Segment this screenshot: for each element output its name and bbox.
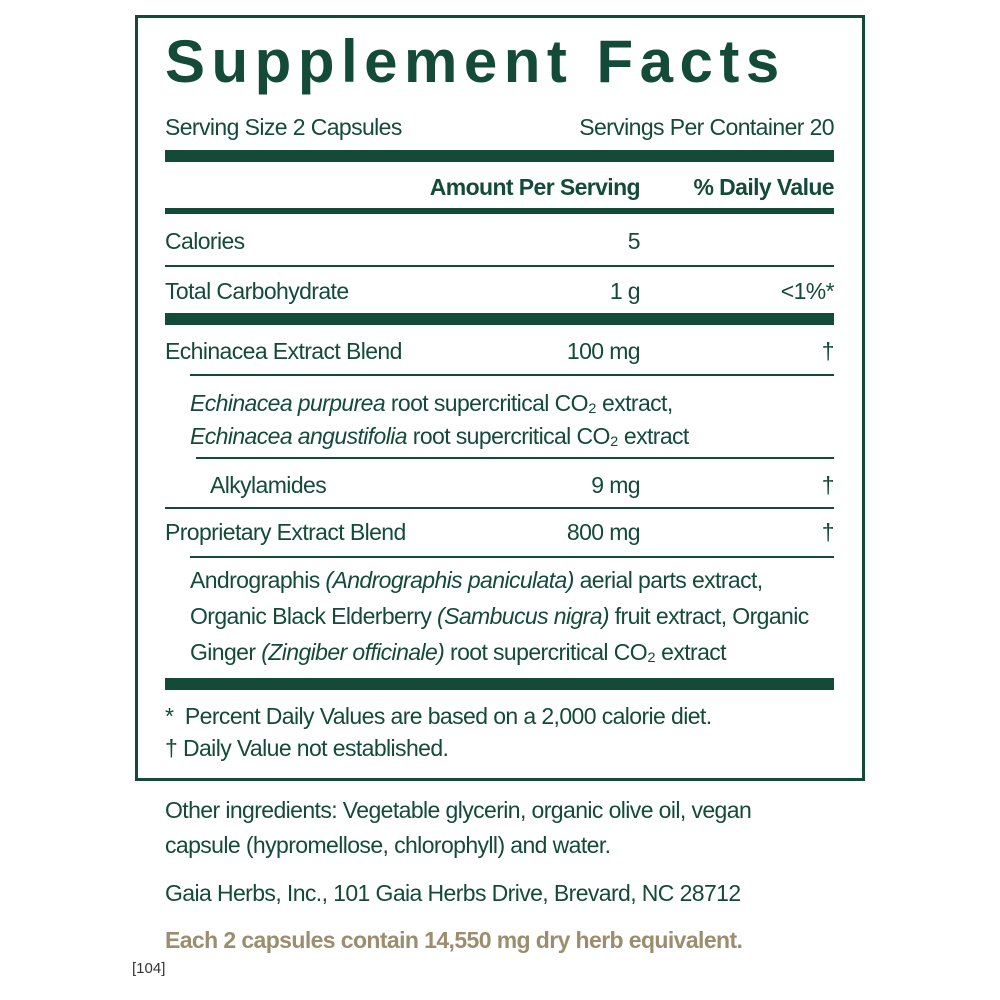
divider-thin [165,265,834,267]
divider-medium [165,208,834,214]
footnote-daily-values: * Percent Daily Values are based on a 2,… [165,703,712,729]
nutrient-amount: 100 mg [566,338,641,364]
nutrient-name: Proprietary Extract Blend [165,519,406,545]
header-daily-value: % Daily Value [693,174,835,200]
nutrient-dv: † [821,472,835,498]
servings-per-container: Servings Per Container 20 [579,114,834,140]
ingredient-line: Andrographis (Andrographis paniculata) a… [190,567,763,593]
divider-thick [165,313,834,325]
nutrient-amount: 800 mg [566,519,641,545]
divider-thick [165,150,834,162]
nutrient-name: Alkylamides [210,472,327,498]
nutrient-dv: † [821,338,835,364]
nutrient-dv: † [821,519,835,545]
serving-size: Serving Size 2 Capsules [165,114,402,140]
ingredient-line: Organic Black Elderberry (Sambucus nigra… [190,603,809,629]
dry-herb-note: Each 2 capsules contain 14,550 mg dry he… [165,927,743,953]
footnote-dagger: † Daily Value not established. [165,735,449,761]
nutrient-name: Total Carbohydrate [165,278,349,304]
divider-thin [165,507,834,509]
label-code: [104] [132,960,166,977]
ingredient-line: Echinacea angustifolia root supercritica… [190,423,689,449]
nutrient-amount: 9 mg [591,472,640,498]
divider-thin [196,457,834,459]
supplement-facts-panel [135,15,865,781]
nutrient-name: Calories [165,228,245,254]
panel-title: Supplement Facts [165,28,786,95]
header-amount: Amount Per Serving [429,174,641,200]
divider-thick [165,678,834,690]
ingredient-line: Echinacea purpurea root supercritical CO… [190,390,673,416]
nutrient-dv: <1%* [780,278,835,304]
ingredient-line: Ginger (Zingiber officinale) root superc… [190,639,727,665]
nutrient-name: Echinacea Extract Blend [165,338,402,364]
nutrient-amount: 1 g [609,278,641,304]
divider-thin [190,556,834,558]
nutrient-amount: 5 [627,228,641,254]
divider-thin [190,374,834,376]
other-ingredients: capsule (hypromellose, chlorophyll) and … [165,832,611,858]
other-ingredients: Other ingredients: Vegetable glycerin, o… [165,797,752,823]
manufacturer-address: Gaia Herbs, Inc., 101 Gaia Herbs Drive, … [165,880,741,906]
